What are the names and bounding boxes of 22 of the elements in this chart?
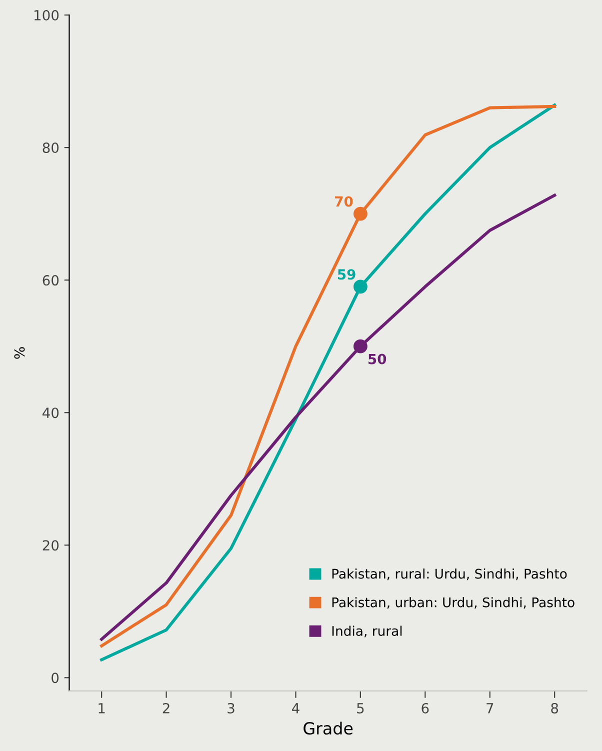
data-label: 59 — [338, 269, 356, 280]
x-tick-label: 6 — [422, 702, 429, 714]
y-tick-label: 80 — [42, 142, 59, 154]
y-axis-title: % — [14, 347, 25, 359]
y-tick-label: 40 — [42, 408, 59, 418]
y-tick-label: 20 — [42, 540, 59, 551]
x-tick-label: 7 — [486, 703, 494, 714]
x-axis-title: Grade — [304, 722, 353, 735]
y-tick-label: 100 — [34, 10, 59, 20]
x-tick-label: 3 — [228, 702, 234, 714]
legend-label: Pakistan, urban: Urdu, Sindhi, Pashto — [332, 597, 574, 609]
y-tick-label: 0 — [52, 672, 59, 684]
x-tick-label: 4 — [292, 703, 300, 714]
data-label: 50 — [368, 354, 386, 364]
x-tick-label: 2 — [162, 702, 170, 714]
legend-label: Pakistan, rural: Urdu, Sindhi, Pashto — [332, 568, 567, 580]
legend-label: India, rural — [332, 626, 402, 638]
y-tick-label: 60 — [42, 275, 59, 286]
data-label: 70 — [335, 196, 353, 207]
x-tick-label: 5 — [357, 703, 364, 714]
x-tick-label: 1 — [98, 703, 105, 714]
x-tick-label: 8 — [551, 702, 558, 714]
